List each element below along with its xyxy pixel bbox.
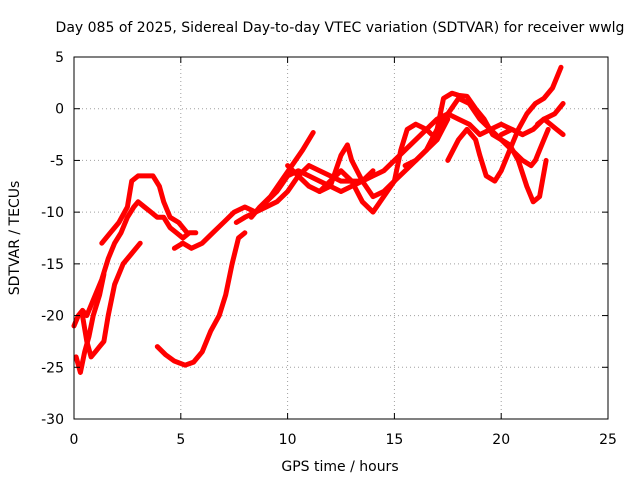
y-tick-label: -30 [41, 412, 64, 428]
chart-title: Day 085 of 2025, Sidereal Day-to-day VTE… [56, 20, 625, 36]
series-track-5 [154, 230, 248, 368]
x-tick-label: 5 [176, 432, 185, 448]
y-tick-label: -15 [41, 257, 64, 273]
x-tick-label: 20 [492, 432, 510, 448]
series-track-15 [535, 116, 566, 138]
series-track-3 [80, 240, 143, 360]
y-axis-label: SDTVAR / TECUs [7, 181, 23, 296]
series-track-2 [73, 271, 107, 375]
series-track-14 [498, 101, 566, 138]
y-tick-label: -5 [50, 153, 64, 169]
x-axis-ticks: 0 5 10 15 20 25 [70, 57, 617, 448]
series-track-1 [71, 199, 199, 329]
y-axis-ticks: -30 -25 -20 -15 -10 -5 0 5 [41, 50, 608, 428]
plot-frame [73, 56, 609, 420]
y-tick-label: -20 [41, 309, 64, 325]
grid [74, 57, 608, 419]
y-tick-label: 5 [55, 50, 64, 66]
x-axis-label: GPS time / hours [281, 459, 398, 475]
series-track-4 [99, 173, 190, 246]
series-track-13 [445, 64, 564, 184]
series-track-8 [248, 130, 316, 220]
x-tick-label: 10 [279, 432, 297, 448]
x-tick-label: 25 [599, 432, 617, 448]
series-group [71, 64, 566, 375]
x-tick-label: 15 [385, 432, 403, 448]
series-track-12 [423, 90, 549, 205]
y-tick-label: -10 [41, 205, 64, 221]
series-track-6 [171, 163, 376, 251]
y-tick-label: 0 [55, 102, 64, 118]
y-tick-label: -25 [41, 360, 64, 376]
x-tick-label: 0 [70, 432, 79, 448]
series-track-9 [285, 121, 440, 215]
